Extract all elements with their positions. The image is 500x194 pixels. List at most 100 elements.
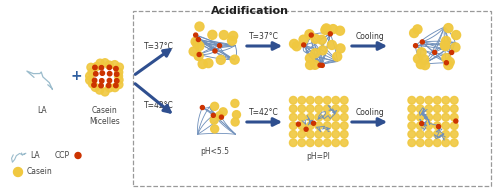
Circle shape <box>193 39 202 48</box>
Circle shape <box>216 55 226 64</box>
Circle shape <box>315 139 322 146</box>
Circle shape <box>106 84 114 92</box>
Circle shape <box>420 122 424 126</box>
Circle shape <box>290 96 297 104</box>
Circle shape <box>232 111 240 119</box>
Circle shape <box>442 130 450 138</box>
Circle shape <box>332 105 340 113</box>
Circle shape <box>444 61 453 69</box>
Circle shape <box>231 99 239 107</box>
Circle shape <box>210 102 218 110</box>
Circle shape <box>116 63 124 71</box>
Circle shape <box>318 35 326 44</box>
Circle shape <box>306 113 314 121</box>
Circle shape <box>298 113 306 121</box>
Circle shape <box>208 30 217 39</box>
Circle shape <box>414 44 418 48</box>
Circle shape <box>195 22 204 31</box>
Circle shape <box>315 122 322 130</box>
Circle shape <box>99 66 103 70</box>
Circle shape <box>324 139 331 146</box>
Circle shape <box>195 42 204 51</box>
Circle shape <box>442 36 450 45</box>
Circle shape <box>442 105 450 113</box>
Circle shape <box>410 29 418 37</box>
Circle shape <box>315 113 322 121</box>
Circle shape <box>332 122 340 130</box>
Circle shape <box>228 36 236 45</box>
Circle shape <box>416 105 424 113</box>
Circle shape <box>425 130 432 138</box>
Circle shape <box>320 63 324 67</box>
Circle shape <box>228 31 237 40</box>
Circle shape <box>425 122 432 130</box>
Text: pH<5.5: pH<5.5 <box>200 147 230 156</box>
Circle shape <box>92 65 97 70</box>
Circle shape <box>306 96 314 104</box>
Circle shape <box>296 122 300 126</box>
Circle shape <box>450 96 458 104</box>
Circle shape <box>324 122 331 130</box>
Circle shape <box>416 130 424 138</box>
Circle shape <box>194 51 203 61</box>
Circle shape <box>340 113 348 121</box>
Circle shape <box>408 105 416 113</box>
Circle shape <box>220 30 228 40</box>
Circle shape <box>100 71 104 75</box>
Circle shape <box>306 105 314 113</box>
Circle shape <box>302 43 306 47</box>
Circle shape <box>311 34 320 43</box>
Circle shape <box>290 130 297 138</box>
Circle shape <box>318 46 327 55</box>
Circle shape <box>441 42 450 51</box>
Circle shape <box>322 24 331 33</box>
Circle shape <box>231 118 239 126</box>
Circle shape <box>213 49 217 53</box>
Circle shape <box>298 105 306 113</box>
Circle shape <box>306 122 314 130</box>
Circle shape <box>196 37 200 42</box>
Circle shape <box>416 60 426 69</box>
Circle shape <box>408 139 416 146</box>
Circle shape <box>417 48 426 57</box>
Circle shape <box>416 96 424 104</box>
Circle shape <box>114 79 119 83</box>
Circle shape <box>106 83 111 88</box>
Circle shape <box>340 130 348 138</box>
Circle shape <box>86 76 94 84</box>
Circle shape <box>340 139 348 146</box>
Circle shape <box>312 121 316 125</box>
Circle shape <box>88 80 96 88</box>
Circle shape <box>450 50 454 55</box>
Circle shape <box>425 105 432 113</box>
Circle shape <box>413 25 422 34</box>
Circle shape <box>442 139 450 146</box>
Circle shape <box>114 72 119 76</box>
Circle shape <box>416 122 424 130</box>
Circle shape <box>216 112 224 120</box>
Circle shape <box>212 113 216 117</box>
Circle shape <box>324 130 331 138</box>
Text: LA: LA <box>37 106 47 115</box>
Circle shape <box>434 105 441 113</box>
Circle shape <box>332 52 342 61</box>
Circle shape <box>101 88 109 96</box>
Circle shape <box>432 50 436 54</box>
Circle shape <box>442 54 451 63</box>
Circle shape <box>210 116 218 124</box>
Circle shape <box>324 96 331 104</box>
Circle shape <box>434 113 441 121</box>
Circle shape <box>408 96 416 104</box>
Circle shape <box>107 65 112 70</box>
Circle shape <box>321 25 330 35</box>
Circle shape <box>75 152 81 158</box>
Circle shape <box>198 60 207 68</box>
Circle shape <box>310 49 320 58</box>
Circle shape <box>408 113 416 121</box>
Circle shape <box>219 108 227 116</box>
Circle shape <box>210 125 218 133</box>
Circle shape <box>420 55 428 64</box>
Circle shape <box>434 96 441 104</box>
Circle shape <box>434 139 441 146</box>
Circle shape <box>442 122 450 130</box>
